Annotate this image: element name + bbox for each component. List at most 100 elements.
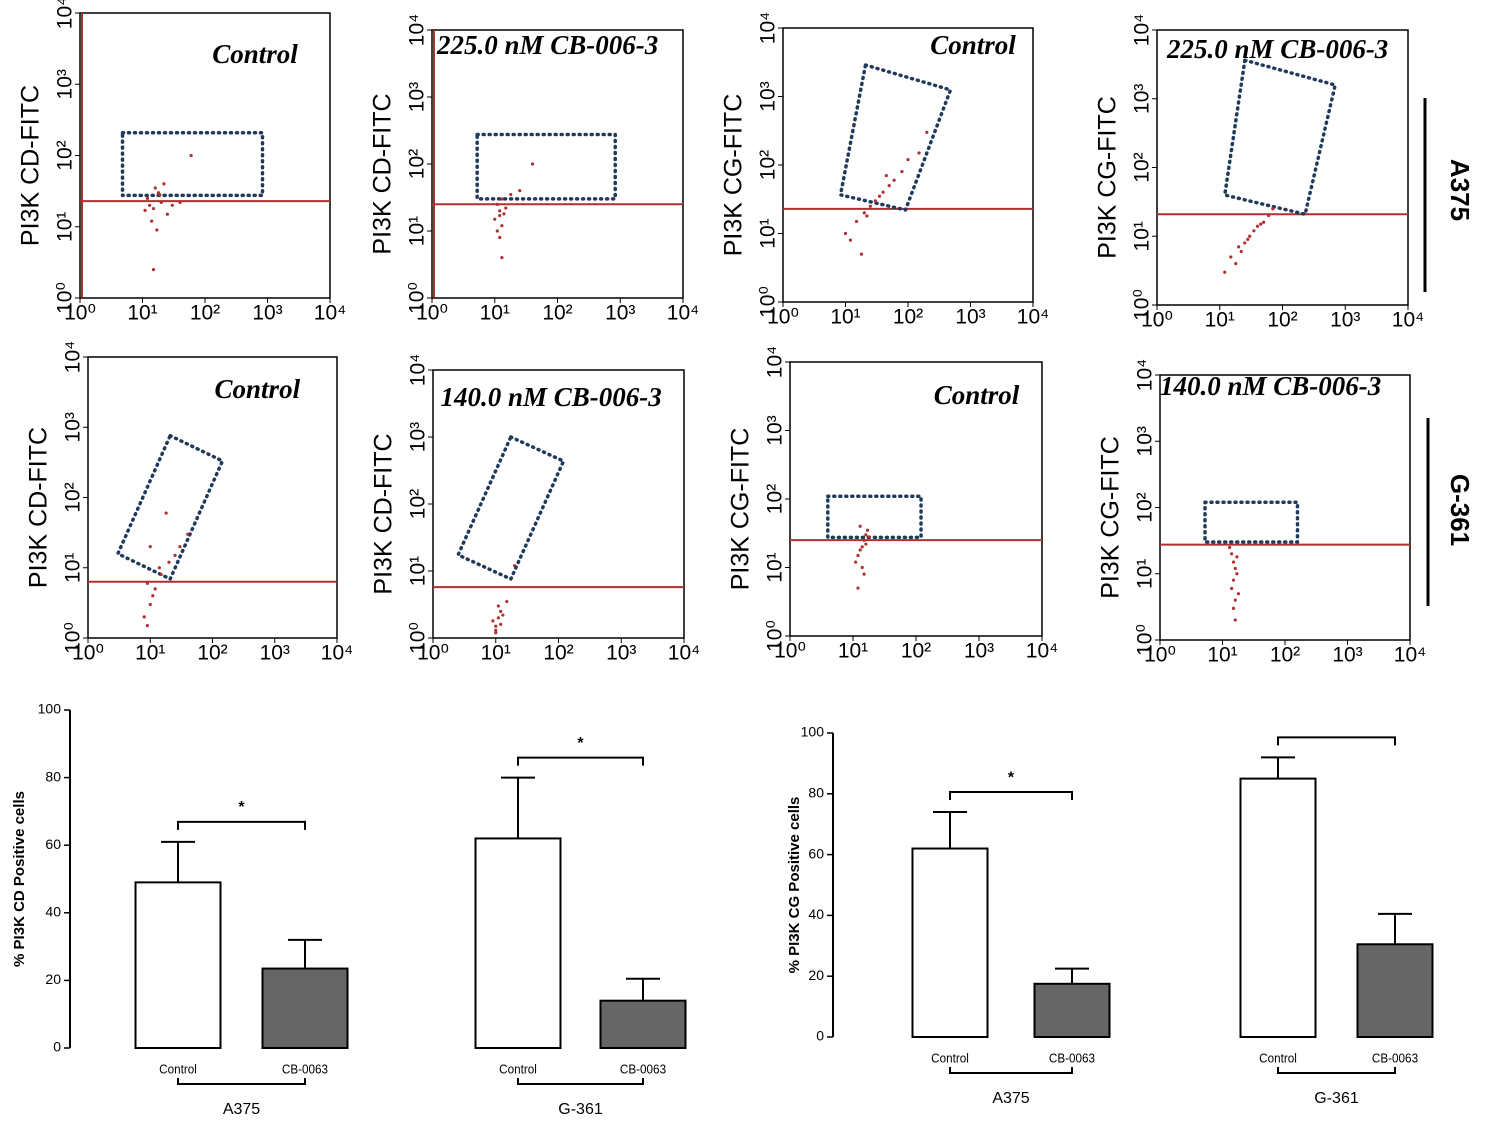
y-tick-label: 100	[801, 724, 825, 740]
x-tick-label: 10²	[543, 642, 573, 665]
plot-frame	[782, 27, 1034, 303]
event-point	[1243, 241, 1247, 245]
event-point	[162, 182, 166, 186]
panel-title: 225.0 nM CB-006-3	[1166, 34, 1388, 64]
x-tick-label: CB-0063	[620, 1062, 666, 1077]
event-point	[1262, 220, 1266, 224]
event-point	[1235, 572, 1239, 576]
event-point	[494, 624, 498, 628]
significance-label: *	[238, 799, 245, 816]
gate	[826, 494, 923, 540]
event-point	[495, 229, 499, 233]
x-tick-label: 10²	[542, 302, 572, 325]
x-tick-label: CB-0063	[1372, 1051, 1418, 1066]
plot-frame	[1156, 29, 1409, 306]
x-tick-label: 10⁰	[417, 642, 449, 665]
bar	[911, 847, 989, 1039]
event-point	[1237, 245, 1241, 249]
x-tick-label: 10⁴	[667, 302, 699, 325]
event-point	[1231, 606, 1236, 610]
event-point	[865, 528, 870, 532]
event-point	[509, 192, 513, 197]
event-point	[862, 538, 866, 542]
event-point	[1266, 213, 1271, 218]
x-tick-label: 10⁰	[774, 640, 806, 663]
event-point	[499, 609, 503, 613]
y-tick-label: 10¹	[407, 556, 430, 586]
event-point	[153, 587, 157, 591]
event-point	[868, 204, 872, 208]
y-tick-label: 10⁴	[407, 354, 430, 386]
y-tick-label: 10⁰	[407, 622, 430, 654]
y-tick-label: 10²	[1134, 492, 1157, 522]
y-tick-label: 10⁴	[62, 341, 85, 373]
y-tick-label: 10¹	[62, 553, 85, 583]
y-tick-label: 10⁰	[62, 622, 85, 654]
event-point	[491, 619, 495, 623]
x-tick-label: 10¹	[480, 302, 510, 325]
event-point	[887, 184, 891, 188]
y-tick-label: 10¹	[764, 552, 787, 582]
significance-bracket	[949, 791, 1073, 801]
event-point	[500, 256, 504, 260]
y-tick-label: 10⁰	[1131, 289, 1154, 321]
event-point	[892, 178, 896, 182]
y-tick-label: 10⁰	[757, 286, 780, 318]
event-point	[1233, 598, 1237, 602]
x-tick-label: 10³	[605, 302, 635, 325]
event-point	[145, 624, 150, 628]
event-point	[1229, 255, 1233, 259]
event-point	[848, 238, 853, 242]
x-tick-label: 10⁴	[1017, 306, 1049, 329]
gate	[120, 130, 265, 198]
x-tick-label: CB-0063	[1049, 1051, 1095, 1066]
gate	[475, 132, 617, 201]
x-tick-label: 10³	[252, 302, 282, 325]
event-point	[1230, 586, 1234, 591]
event-point	[1234, 262, 1238, 266]
event-point	[1228, 545, 1232, 549]
event-point	[513, 564, 517, 568]
y-tick-label: 10¹	[1131, 221, 1154, 251]
gate	[838, 63, 953, 212]
event-point	[496, 604, 500, 608]
y-tick-label: 10¹	[54, 212, 77, 242]
x-tick-label: 10¹	[838, 640, 868, 663]
event-point	[151, 594, 155, 598]
event-point	[145, 581, 150, 585]
x-tick-label: 10²	[1267, 309, 1297, 332]
y-tick-label: 10⁴	[1134, 359, 1157, 391]
y-tick-label: 10³	[406, 82, 429, 112]
event-point	[860, 565, 864, 570]
significance-label: *	[1008, 769, 1015, 786]
event-point	[148, 602, 152, 607]
event-point	[1233, 618, 1237, 622]
event-point	[1271, 207, 1275, 211]
y-tick-label: 10²	[757, 150, 780, 180]
event-point	[862, 572, 866, 576]
y-tick-label: 0	[53, 1039, 61, 1055]
event-point	[142, 615, 146, 619]
event-point	[518, 189, 522, 193]
significance-bracket	[177, 820, 306, 830]
event-point	[843, 231, 848, 236]
plot-frame	[431, 29, 684, 299]
x-tick-label: 10¹	[1207, 644, 1237, 667]
row-label: G-361	[1445, 474, 1475, 546]
y-tick-label: 10¹	[757, 218, 780, 248]
y-tick-label: 10²	[54, 140, 77, 170]
y-axis-label: PI3K CG-FITC	[720, 94, 748, 257]
event-point	[153, 186, 157, 190]
event-point	[143, 208, 147, 212]
x-tick-label: 10²	[1270, 644, 1300, 667]
y-tick-label: 10³	[1131, 84, 1154, 114]
event-point	[502, 212, 506, 216]
event-point	[854, 560, 858, 564]
event-point	[530, 162, 535, 166]
event-point	[495, 202, 499, 206]
event-point	[906, 157, 910, 162]
y-tick-label: 10⁴	[54, 0, 77, 29]
x-tick-label: 10⁰	[767, 306, 799, 329]
